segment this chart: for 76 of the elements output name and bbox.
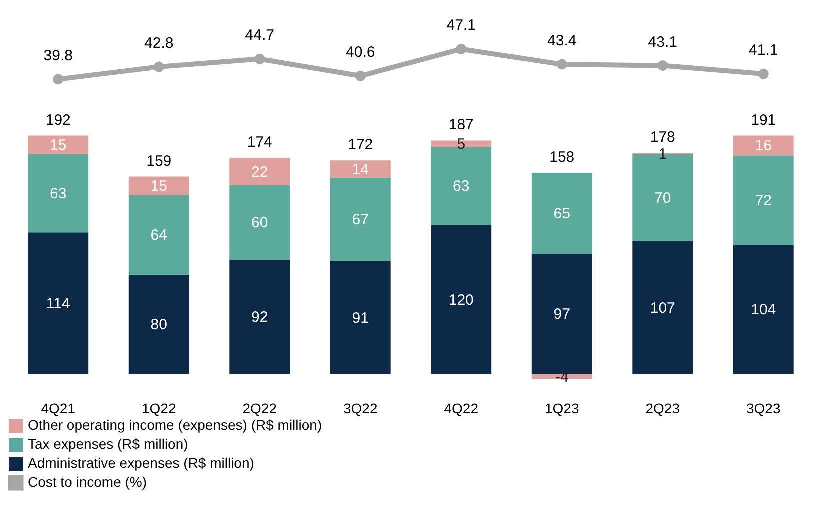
x-tick-label: 3Q23: [746, 400, 781, 416]
data-label: 40.6: [346, 44, 376, 62]
total-label: 174: [247, 134, 272, 152]
bar: [733, 245, 794, 374]
x-tick-label: 1Q22: [142, 400, 176, 416]
data-label: 114: [46, 295, 70, 312]
point: [758, 68, 769, 80]
point: [254, 54, 266, 64]
bar: [733, 156, 794, 246]
data-label: 70: [654, 190, 672, 207]
data-label: 39.8: [44, 47, 73, 64]
data-label: 41.1: [749, 42, 778, 60]
x-tick-label: 4Q21: [41, 400, 76, 416]
data-label: 107: [650, 300, 676, 317]
bar: [28, 154, 89, 233]
point: [658, 60, 668, 72]
legend-label: Other operating income (expenses) (R$ million): [28, 417, 322, 433]
total-label: 159: [146, 152, 172, 170]
data-label: 120: [448, 292, 474, 309]
data-label: 15: [150, 178, 168, 196]
total-label: 178: [650, 129, 676, 146]
point: [154, 62, 164, 72]
data-label: 47.1: [446, 17, 476, 34]
total-label: 187: [448, 116, 474, 134]
bar: [733, 136, 794, 156]
data-label: 67: [352, 212, 369, 229]
data-label: 60: [252, 214, 268, 232]
bar: [330, 178, 391, 262]
data-label: 104: [751, 302, 776, 319]
bar: [330, 261, 391, 374]
x-tick-label: 3Q22: [344, 400, 378, 416]
data-label: 64: [150, 227, 168, 244]
data-label: 72: [755, 192, 772, 210]
bar: [632, 241, 694, 374]
data-label: 97: [554, 306, 570, 324]
point: [53, 74, 64, 85]
point: [556, 59, 568, 70]
bar: [28, 136, 89, 154]
data-label: 14: [352, 161, 369, 178]
legend-label: Administrative expenses (R$ million): [28, 455, 254, 471]
bar: [330, 160, 391, 178]
x-tick-label: 2Q23: [646, 400, 680, 416]
data-label: 92: [252, 309, 268, 326]
point: [355, 70, 366, 82]
bar: [532, 173, 592, 254]
x-tick-label: 4Q22: [444, 400, 479, 416]
data-label: 15: [50, 137, 67, 154]
data-label: -4: [555, 368, 569, 386]
total-label: 172: [348, 136, 374, 154]
legend-label: Tax expenses (R$ million): [28, 436, 188, 452]
data-label: 43.4: [548, 32, 577, 50]
data-label: 16: [755, 138, 772, 155]
data-label: 63: [50, 186, 67, 203]
data-label: 63: [453, 178, 470, 196]
data-label: 80: [150, 316, 168, 334]
x-tick-label: 2Q22: [242, 400, 278, 416]
data-label: 91: [352, 310, 369, 327]
data-label: 22: [252, 164, 268, 181]
bar: [128, 274, 190, 374]
data-label: 44.7: [245, 27, 274, 44]
total-label: 191: [751, 112, 776, 129]
total-label: 192: [46, 112, 71, 129]
bar: [230, 260, 290, 374]
point: [456, 44, 467, 54]
data-label: 43.1: [648, 34, 678, 51]
x-tick-label: 1Q23: [545, 400, 580, 416]
bar: [230, 158, 290, 186]
bar: [128, 195, 190, 275]
total-label: 158: [550, 149, 575, 166]
data-label: 42.8: [144, 35, 174, 52]
legend-label: Cost to income (%): [28, 474, 148, 490]
bar: [230, 185, 290, 260]
bar: [28, 232, 89, 374]
data-label: 65: [554, 205, 570, 222]
bar: [128, 176, 190, 196]
bar: [431, 225, 492, 374]
